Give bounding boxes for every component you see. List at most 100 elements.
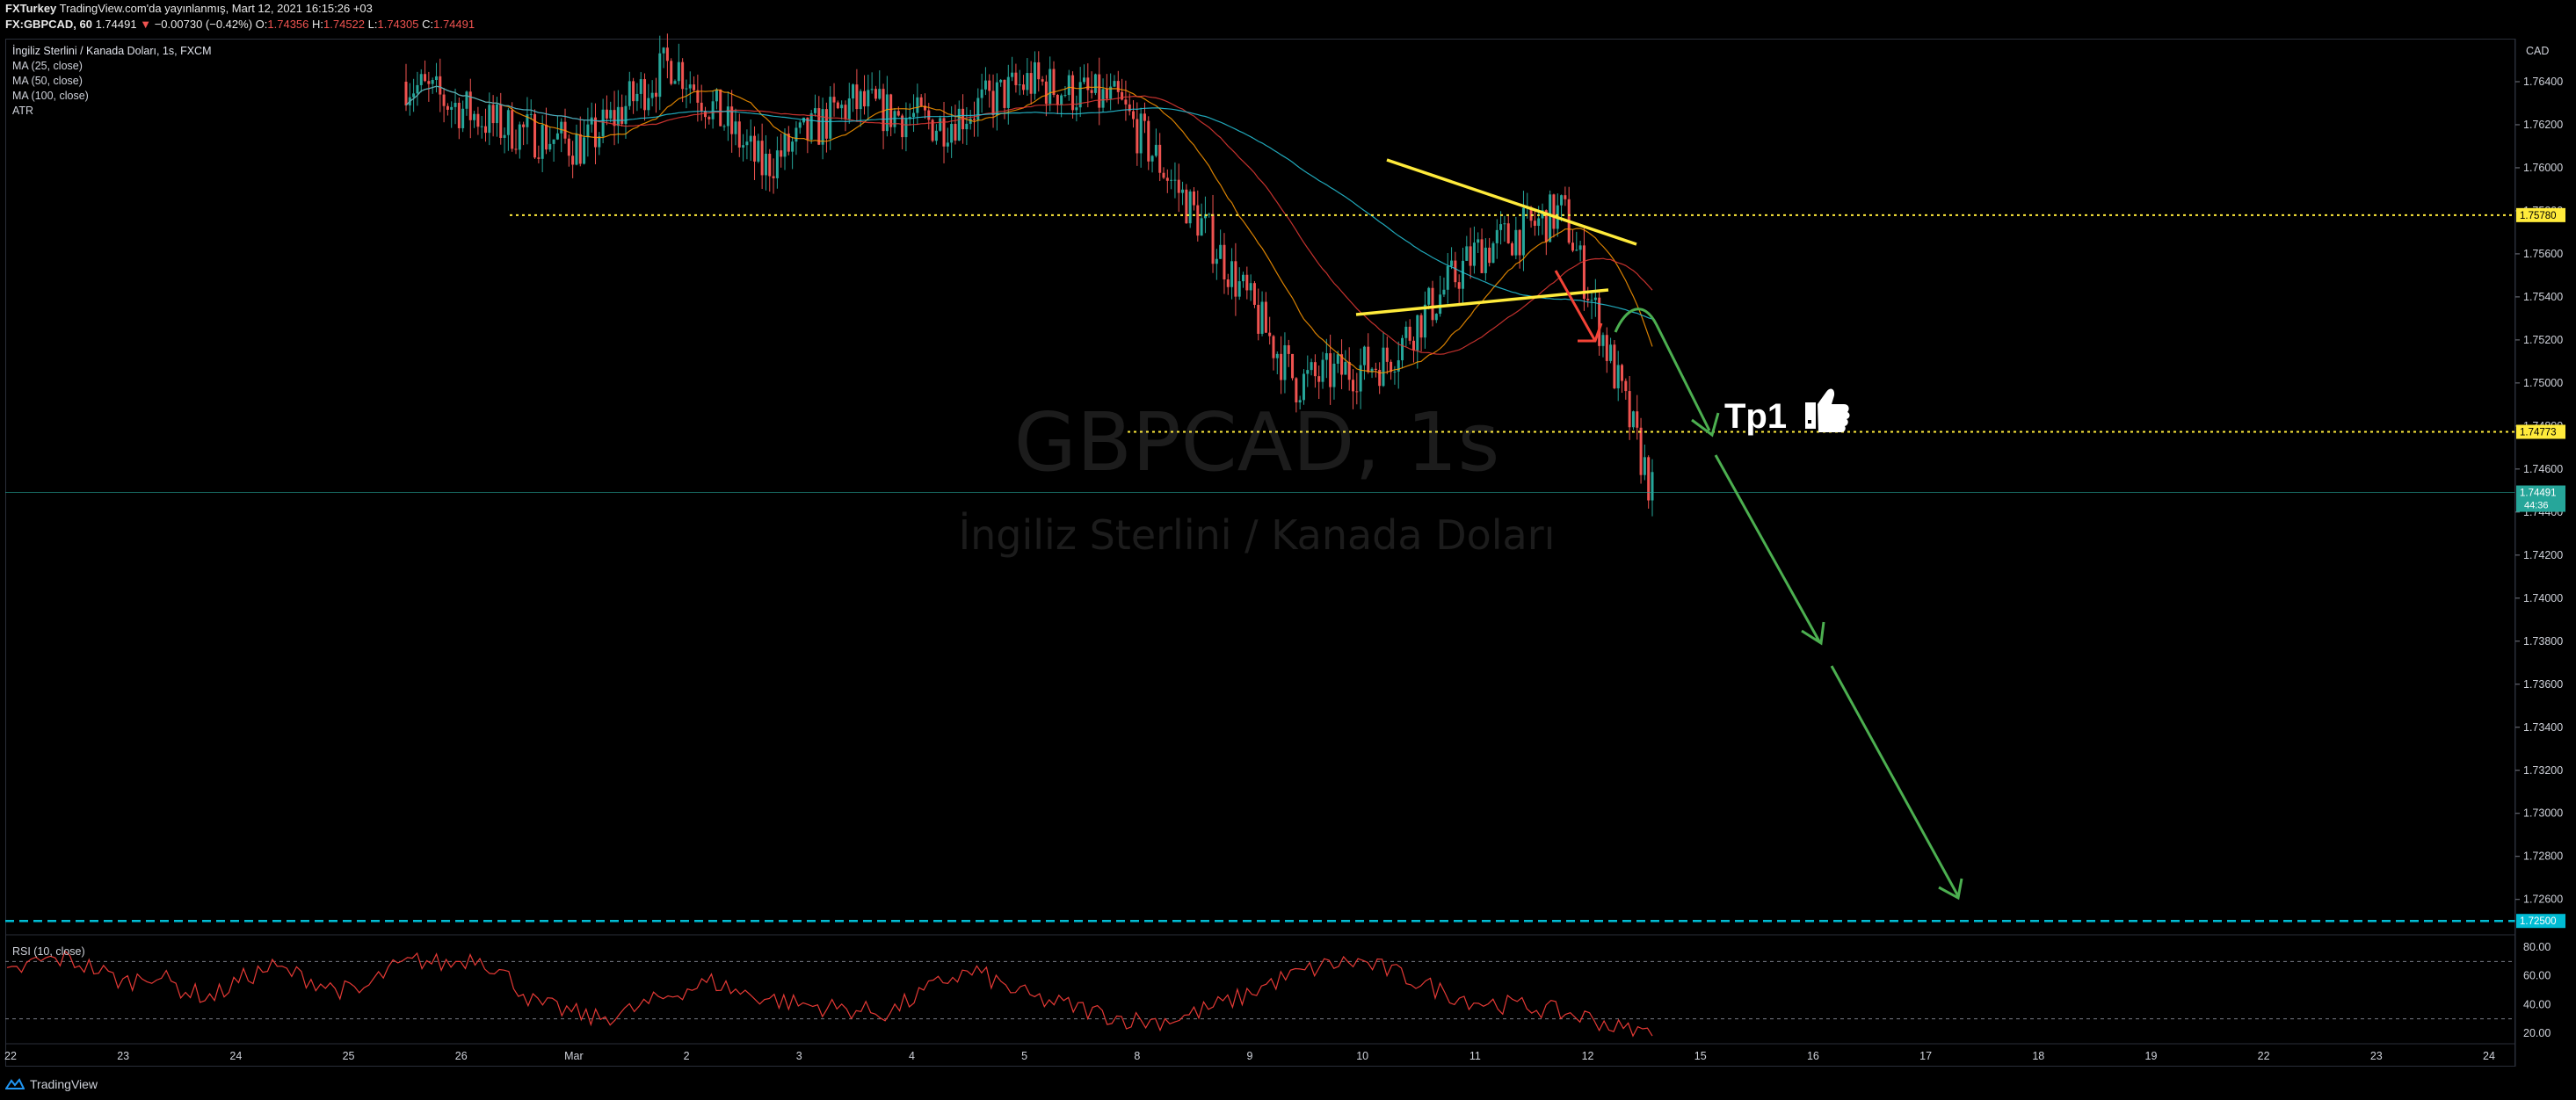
candle-body (904, 118, 908, 138)
candle-body (734, 121, 737, 134)
candle-body (1374, 368, 1377, 371)
candle-body (1506, 223, 1510, 243)
candle-body (927, 110, 931, 120)
candle-body (742, 145, 745, 148)
date-tick-label: 4 (909, 1050, 915, 1062)
candle-body (980, 89, 983, 98)
candle (1541, 203, 1544, 235)
price-badge-label: 1.74773 (2520, 427, 2557, 438)
candle-body (1631, 411, 1635, 428)
candle-body (416, 84, 419, 94)
candle-body (529, 113, 533, 115)
candle (1605, 327, 1608, 373)
candle-body (1491, 242, 1495, 264)
candle-body (685, 88, 688, 90)
candle-body (1200, 218, 1203, 236)
candle-body (457, 102, 461, 128)
candle-body (1390, 361, 1393, 373)
red-breakout-arrow (1554, 270, 1603, 343)
candle (511, 102, 514, 152)
candle (465, 90, 468, 116)
candle (1378, 362, 1382, 394)
publisher-name[interactable]: FXTurkey (5, 2, 57, 15)
legend-ma50[interactable]: MA (50, close) (12, 75, 83, 87)
candle-body (1185, 189, 1188, 224)
symbol-label[interactable]: FX:GBPCAD, 60 (5, 18, 92, 31)
candle-body (620, 106, 624, 124)
candle (1052, 61, 1056, 98)
candle-body (931, 119, 934, 141)
candle (665, 33, 669, 79)
candle (878, 70, 882, 100)
candle-body (836, 102, 839, 109)
candle-body (419, 74, 423, 85)
rsi-legend[interactable]: RSI (10, close) (12, 945, 85, 958)
candle (461, 100, 465, 133)
candle (670, 58, 673, 86)
triangle-upper-trendline (1386, 158, 1637, 246)
price-badge-countdown: 44:36 (2524, 501, 2549, 511)
candle-body (1442, 289, 1446, 295)
candle (1374, 362, 1377, 378)
price-badge (2516, 424, 2565, 439)
candle-body (1598, 297, 1601, 346)
candle (1367, 333, 1370, 374)
candle (791, 137, 795, 170)
date-tick-label: 23 (117, 1050, 129, 1062)
candle-body (1541, 210, 1544, 219)
candle (434, 62, 438, 93)
candle (813, 94, 816, 117)
candle (677, 43, 680, 85)
candle-body (916, 97, 919, 113)
candle (518, 121, 521, 159)
candle-body (1499, 224, 1503, 230)
moving-average-line (405, 85, 1653, 355)
candle (817, 96, 821, 146)
candle-body (434, 76, 438, 81)
candle (1423, 291, 1426, 349)
candle (1347, 347, 1351, 391)
legend-ma100[interactable]: MA (100, close) (12, 90, 89, 102)
candle-body (1552, 194, 1556, 229)
candle (1139, 107, 1143, 168)
candle-body (616, 106, 620, 127)
candle (1514, 216, 1518, 260)
candle-body (548, 143, 552, 150)
footer-brand[interactable]: TradingView (30, 1077, 98, 1091)
tp1-label[interactable]: Tp1 (1724, 397, 1787, 436)
candle (1465, 235, 1469, 261)
legend-ma25[interactable]: MA (25, close) (12, 60, 83, 72)
candle-body (1260, 301, 1264, 334)
candle (598, 132, 601, 156)
date-tick-label: 11 (1469, 1050, 1481, 1062)
candle (1264, 292, 1267, 333)
candle (480, 115, 483, 139)
legend-atr[interactable]: ATR (12, 105, 34, 117)
date-tick-label: 10 (1356, 1050, 1368, 1062)
candle (707, 115, 711, 125)
candle (852, 83, 855, 112)
candle (934, 124, 938, 145)
candle (613, 90, 616, 146)
candle (431, 77, 434, 94)
candle (537, 145, 541, 163)
moving-averages-layer (405, 85, 1653, 374)
candle (1049, 56, 1052, 112)
candle (1616, 351, 1620, 402)
price-tick-label: 1.73800 (2523, 635, 2563, 648)
candle-body (1446, 265, 1449, 290)
candle (541, 115, 544, 172)
candle (484, 108, 488, 142)
candle-body (912, 112, 916, 118)
legend-title[interactable]: İngiliz Sterlini / Kanada Doları, 1s, FX… (12, 45, 212, 57)
candle (594, 103, 598, 164)
candle (957, 100, 961, 141)
candle-body (503, 134, 506, 138)
candle (893, 108, 896, 134)
candle-body (624, 105, 628, 124)
ohlc-line: FX:GBPCAD, 60 1.74491 ▼ −0.00730 (−0.42%… (5, 18, 475, 31)
candle (1173, 162, 1177, 199)
candle (889, 93, 893, 137)
candle-body (643, 79, 647, 111)
